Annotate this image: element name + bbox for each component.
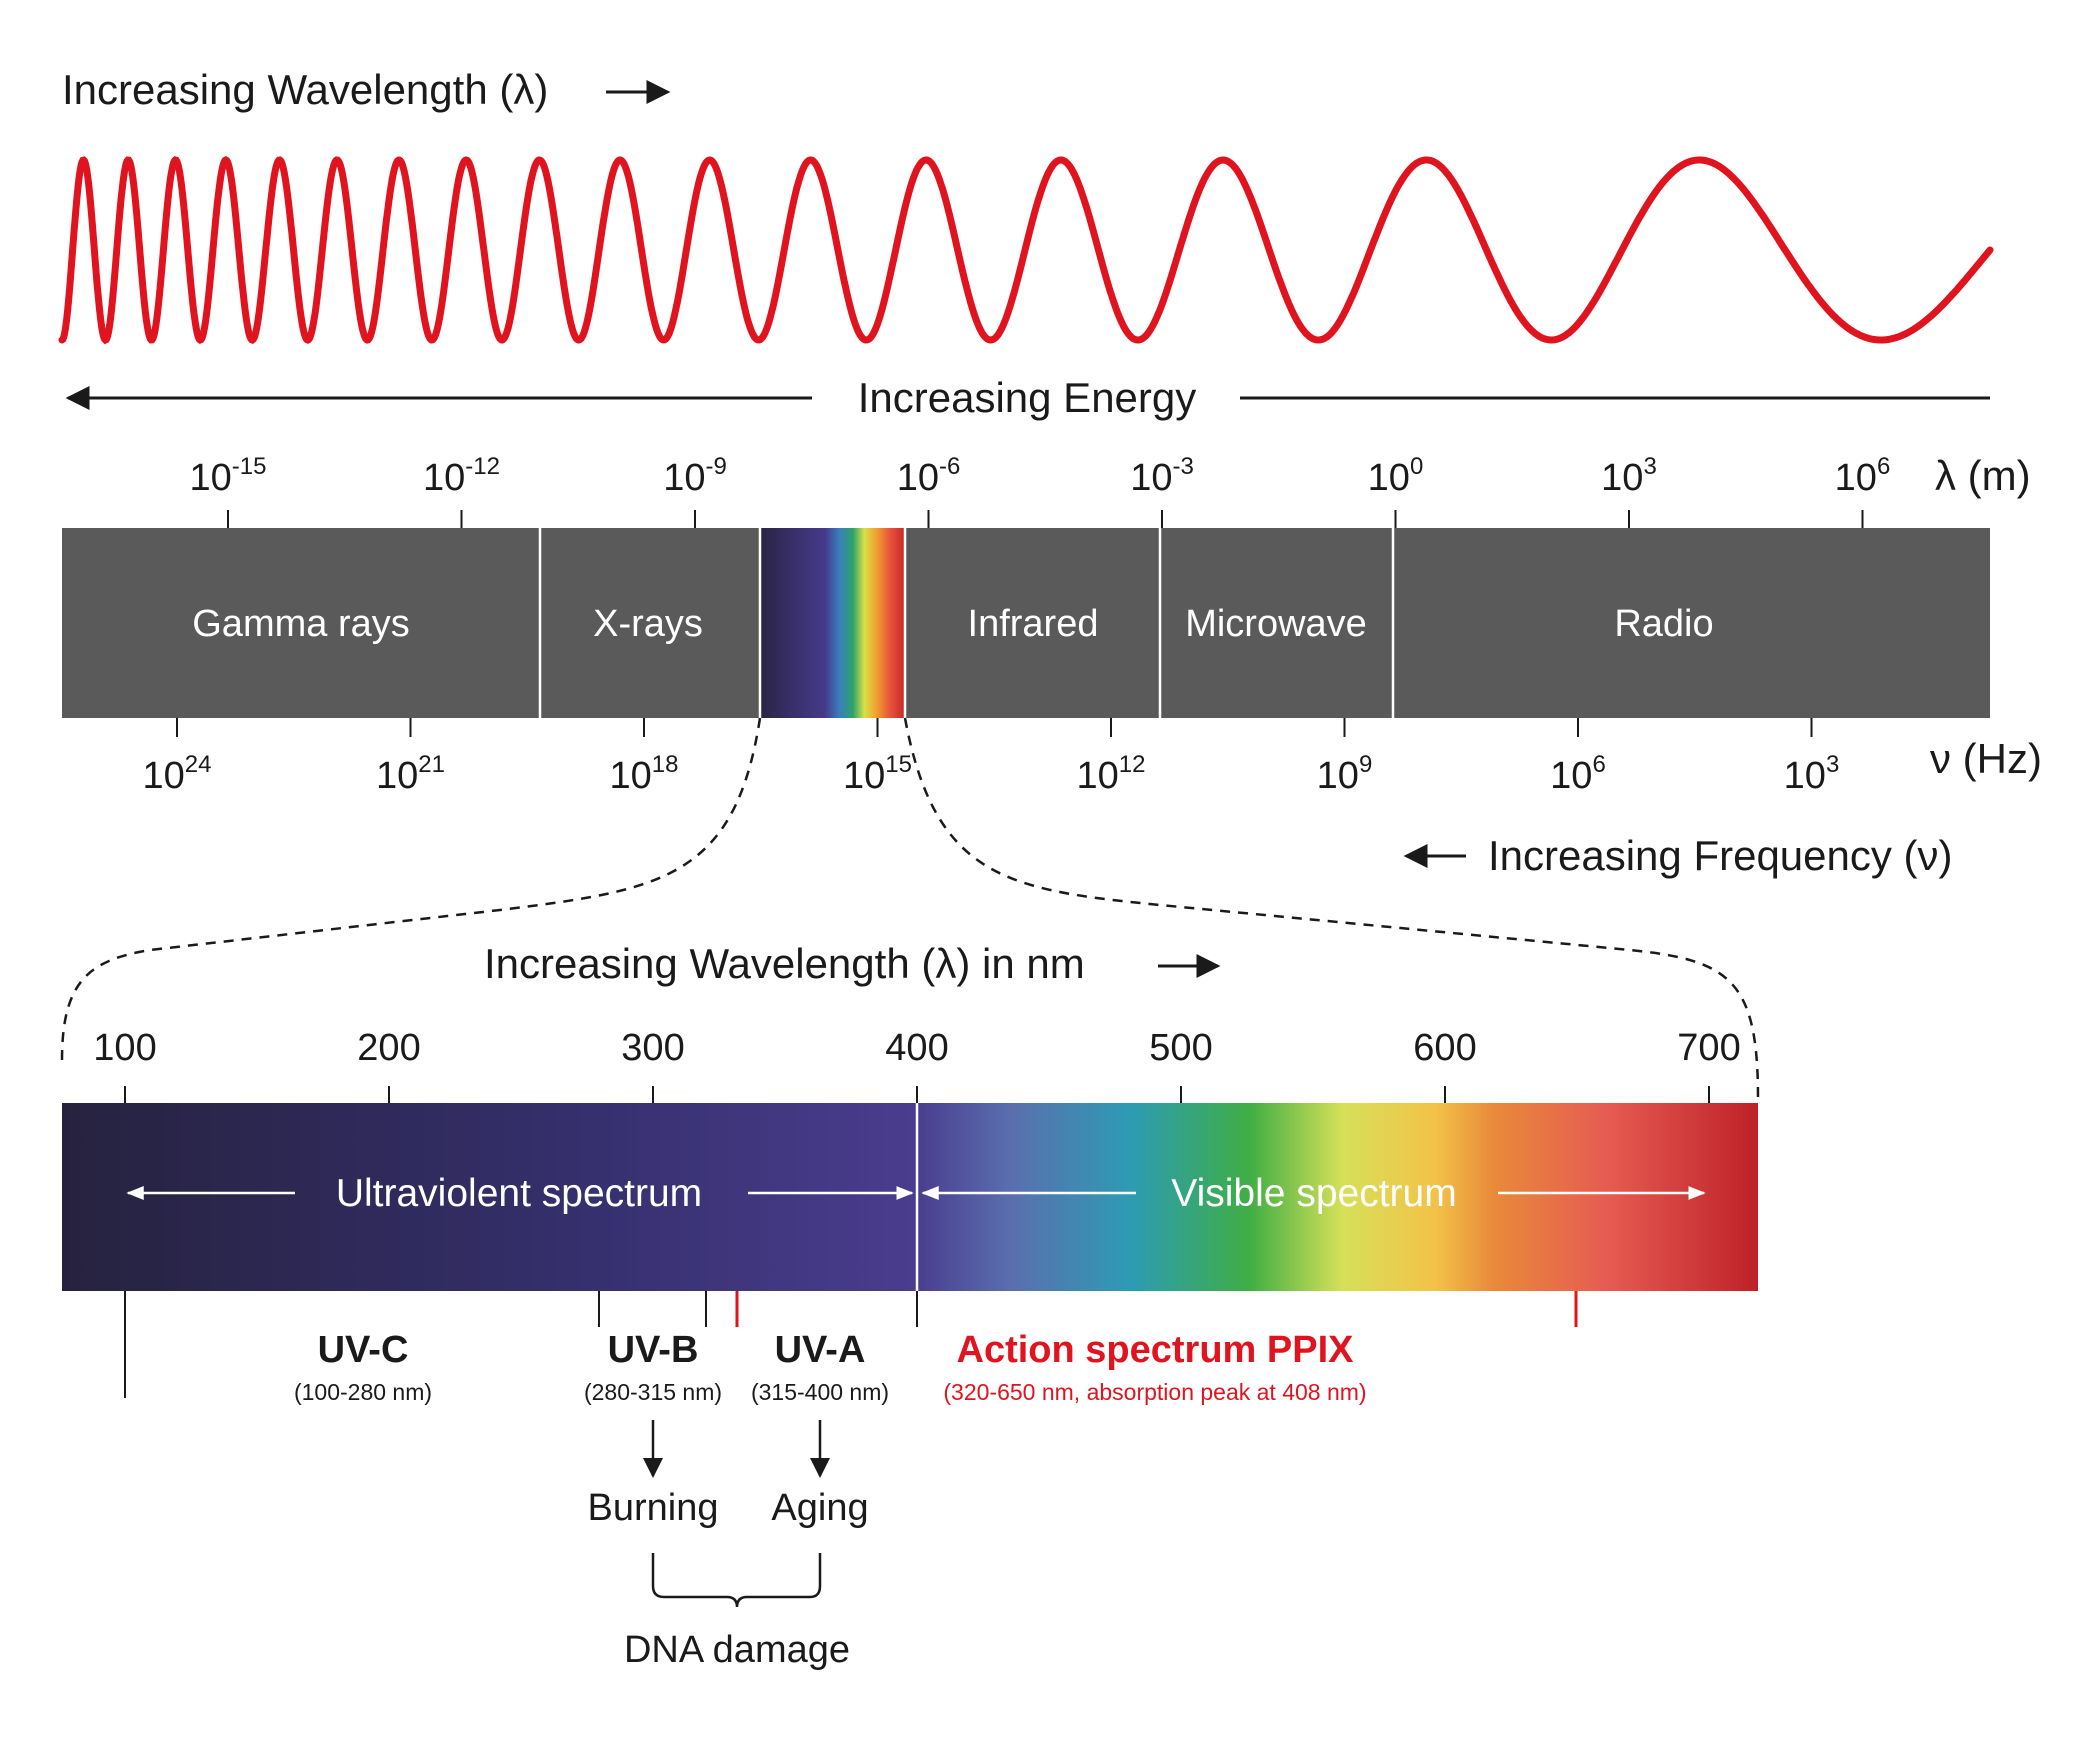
nm-tick-label: 600 bbox=[1413, 1027, 1476, 1069]
nm-tick: 200 bbox=[357, 1027, 421, 1103]
uv-region-label: Ultraviolent spectrum bbox=[336, 1172, 702, 1215]
nm-tick-label: 300 bbox=[621, 1027, 684, 1069]
band-xray bbox=[540, 528, 760, 718]
frequency-tick-label: 106 bbox=[1550, 751, 1606, 797]
burning-label: Burning bbox=[588, 1487, 719, 1529]
wavelength-tick: 100 bbox=[1368, 453, 1424, 528]
band-visible-uv-strip bbox=[760, 528, 905, 718]
wavelength-tick: 10-15 bbox=[190, 453, 267, 528]
wavelength-tick-label: 10-9 bbox=[663, 453, 727, 499]
nm-spectrum-bar bbox=[62, 1103, 1758, 1291]
nm-tick: 700 bbox=[1677, 1027, 1741, 1103]
wavelength-tick: 106 bbox=[1835, 453, 1891, 528]
frequency-tick-label: 1024 bbox=[143, 751, 212, 797]
frequency-tick-label: 1018 bbox=[610, 751, 679, 797]
frequency-tick: 1018 bbox=[610, 718, 679, 797]
frequency-title: Increasing Frequency (ν) bbox=[1488, 832, 1953, 879]
nm-tick-label: 200 bbox=[357, 1027, 420, 1069]
nm-tick: 400 bbox=[885, 1027, 949, 1103]
frequency-unit-label: ν (Hz) bbox=[1930, 735, 2042, 782]
wave-line bbox=[58, 155, 1994, 345]
uvb-range: (280-315 nm) bbox=[584, 1379, 722, 1405]
visible-region-label: Visible spectrum bbox=[1171, 1172, 1456, 1215]
wavelength-tick: 10-12 bbox=[423, 453, 500, 528]
wavelength-tick-label: 10-15 bbox=[190, 453, 267, 499]
band-label-microwave: Microwave bbox=[1185, 603, 1367, 645]
frequency-tick-label: 103 bbox=[1784, 751, 1840, 797]
wavelength-tick-label: 106 bbox=[1835, 453, 1891, 499]
nm-tick-label: 100 bbox=[93, 1027, 156, 1069]
wavelength-nm-title: Increasing Wavelength (λ) in nm bbox=[484, 940, 1085, 987]
frequency-tick: 1021 bbox=[376, 718, 445, 797]
frequency-tick: 1015 bbox=[843, 718, 912, 797]
wavelength-tick-label: 10-6 bbox=[897, 453, 961, 499]
zoom-connector-right bbox=[903, 717, 1760, 1099]
frequency-tick-label: 1012 bbox=[1077, 751, 1146, 797]
frequency-tick: 103 bbox=[1784, 718, 1840, 797]
band-label-infrared: Infrared bbox=[968, 603, 1099, 645]
wavelength-unit-label: λ (m) bbox=[1935, 452, 2031, 499]
band-label-xray: X-rays bbox=[593, 603, 703, 645]
wavelength-tick: 10-6 bbox=[897, 453, 961, 528]
wavelength-title: Increasing Wavelength (λ) bbox=[62, 66, 548, 113]
wavelength-ticks: 10-15 10-12 10-9 10-6 10-3 100 103 106 bbox=[190, 453, 1891, 528]
nm-tick: 300 bbox=[621, 1027, 685, 1103]
wavelength-tick: 10-3 bbox=[1130, 453, 1194, 528]
energy-label: Increasing Energy bbox=[858, 374, 1197, 421]
wavelength-tick: 103 bbox=[1601, 453, 1657, 528]
em-band-bar: Gamma rays X-rays Infrared Microwave Rad… bbox=[62, 528, 1990, 718]
band-radio bbox=[1393, 528, 1990, 718]
dna-damage-bracket bbox=[651, 1553, 822, 1608]
ppix-range: (320-650 nm, absorption peak at 408 nm) bbox=[943, 1379, 1366, 1405]
frequency-tick-label: 109 bbox=[1317, 751, 1373, 797]
band-label-gamma: Gamma rays bbox=[192, 603, 409, 645]
uva-label: UV-A bbox=[775, 1329, 866, 1371]
band-infrared bbox=[905, 528, 1160, 718]
aging-label: Aging bbox=[771, 1487, 868, 1529]
frequency-tick: 1012 bbox=[1077, 718, 1146, 797]
frequency-tick-label: 1015 bbox=[843, 751, 912, 797]
frequency-tick-label: 1021 bbox=[376, 751, 445, 797]
nm-tick-label: 500 bbox=[1149, 1027, 1212, 1069]
frequency-tick: 1024 bbox=[143, 718, 212, 797]
nm-tick-label: 400 bbox=[885, 1027, 948, 1069]
wavelength-tick: 10-9 bbox=[663, 453, 727, 528]
wavelength-tick-label: 10-12 bbox=[423, 453, 500, 499]
dna-damage-label: DNA damage bbox=[624, 1629, 850, 1671]
wavelength-tick-label: 103 bbox=[1601, 453, 1657, 499]
nm-tick: 500 bbox=[1149, 1027, 1213, 1103]
band-label-radio: Radio bbox=[1614, 603, 1713, 645]
nm-ticks: 100 200 300 400 500 600 700 bbox=[93, 1027, 1741, 1103]
frequency-ticks: 1024 1021 1018 1015 1012 109 106 103 bbox=[143, 718, 1840, 797]
nm-tick: 100 bbox=[93, 1027, 157, 1103]
frequency-tick: 109 bbox=[1317, 718, 1373, 797]
band-microwave bbox=[1160, 528, 1393, 718]
ppix-label: Action spectrum PPIX bbox=[957, 1329, 1355, 1371]
band-gamma bbox=[62, 528, 540, 718]
uvb-label: UV-B bbox=[608, 1329, 699, 1371]
uvc-label: UV-C bbox=[318, 1329, 409, 1371]
nm-tick-label: 700 bbox=[1677, 1027, 1740, 1069]
zoom-connector-left bbox=[60, 717, 762, 1061]
wavelength-tick-label: 100 bbox=[1368, 453, 1424, 499]
wavelength-tick-label: 10-3 bbox=[1130, 453, 1194, 499]
uvc-range: (100-280 nm) bbox=[294, 1379, 432, 1405]
uva-range: (315-400 nm) bbox=[751, 1379, 889, 1405]
frequency-tick: 106 bbox=[1550, 718, 1606, 797]
nm-tick: 600 bbox=[1413, 1027, 1477, 1103]
